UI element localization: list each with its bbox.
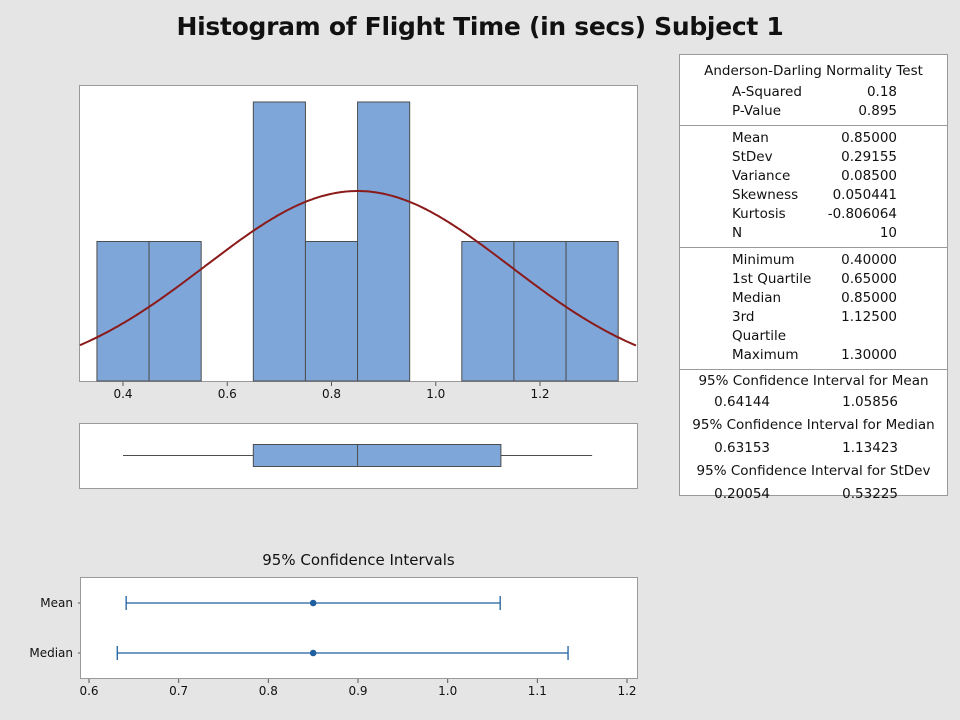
ci-median-values: 0.63153 1.13423 xyxy=(714,440,898,456)
summary-statistics-table: Anderson-Darling Normality Test A-Square… xyxy=(679,54,948,502)
normal-fit-curve xyxy=(79,190,637,347)
normality-test-section: Anderson-Darling Normality Test A-Square… xyxy=(680,55,947,126)
stat-row-n: N 10 xyxy=(732,225,897,241)
stat-row-p-value: P-Value 0.895 xyxy=(732,103,897,119)
ci-center-point xyxy=(309,649,317,657)
ci-stdev-values: 0.20054 0.53225 xyxy=(714,486,898,502)
normality-test-heading: Anderson-Darling Normality Test xyxy=(704,63,923,79)
histogram-bar xyxy=(565,241,619,382)
histogram-bar xyxy=(148,241,202,382)
x-tick-label: 0.4 xyxy=(113,387,132,401)
stat-row-stdev: StDev 0.29155 xyxy=(732,149,897,165)
x-tick-label: 0.8 xyxy=(322,387,341,401)
boxplot-box xyxy=(252,444,502,467)
ci-center-point xyxy=(309,599,317,607)
chart-title: Histogram of Flight Time (in secs) Subje… xyxy=(176,12,784,41)
histogram-bar xyxy=(304,241,359,382)
confidence-intervals-section: 95% Confidence Interval for Mean 0.64144… xyxy=(680,370,947,510)
quartiles-section: Minimum 0.40000 1st Quartile 0.65000 Media… xyxy=(680,248,947,370)
x-tick-label: 1.1 xyxy=(528,684,547,698)
ci-mean-values: 0.64144 1.05856 xyxy=(714,394,898,410)
stat-row-maximum: Maximum 1.30000 xyxy=(732,347,897,363)
stat-row-q3: 3rd Quartile 1.12500 xyxy=(732,309,897,344)
ci-chart-heading: 95% Confidence Intervals xyxy=(262,551,455,569)
ci-row-label: Mean xyxy=(40,596,73,610)
x-tick-label: 1.0 xyxy=(438,684,457,698)
stat-row-median: Median 0.85000 xyxy=(732,290,897,306)
x-tick-label: 1.2 xyxy=(617,684,636,698)
histogram-bar xyxy=(357,101,411,382)
stat-row-skewness: Skewness 0.050441 xyxy=(732,187,897,203)
stat-row-mean: Mean 0.85000 xyxy=(732,130,897,146)
histogram-bar xyxy=(513,241,567,382)
x-tick-label: 0.6 xyxy=(218,387,237,401)
histogram-bar xyxy=(96,241,150,382)
x-tick-label: 0.7 xyxy=(169,684,188,698)
stat-row-variance: Variance 0.08500 xyxy=(732,168,897,184)
ci-stdev-heading: 95% Confidence Interval for StDev xyxy=(696,463,931,479)
ci-mean-heading: 95% Confidence Interval for Mean xyxy=(698,373,929,389)
x-tick-label: 0.8 xyxy=(259,684,278,698)
moments-section: Mean 0.85000 StDev 0.29155 Variance 0.08500… xyxy=(680,126,947,248)
stat-row-a-squared: A-Squared 0.18 xyxy=(732,84,897,100)
ci-row-label: Median xyxy=(29,646,73,660)
ci-panel xyxy=(80,577,638,679)
x-tick-label: 0.6 xyxy=(79,684,98,698)
ci-median-heading: 95% Confidence Interval for Median xyxy=(692,417,935,433)
x-tick-label: 1.2 xyxy=(530,387,549,401)
x-tick-label: 1.0 xyxy=(426,387,445,401)
stat-row-minimum: Minimum 0.40000 xyxy=(732,252,897,268)
x-tick-label: 0.9 xyxy=(348,684,367,698)
stat-row-q1: 1st Quartile 0.65000 xyxy=(732,271,897,287)
stat-row-kurtosis: Kurtosis -0.806064 xyxy=(732,206,897,222)
histogram-bar xyxy=(461,241,515,382)
histogram-bar xyxy=(252,101,306,382)
